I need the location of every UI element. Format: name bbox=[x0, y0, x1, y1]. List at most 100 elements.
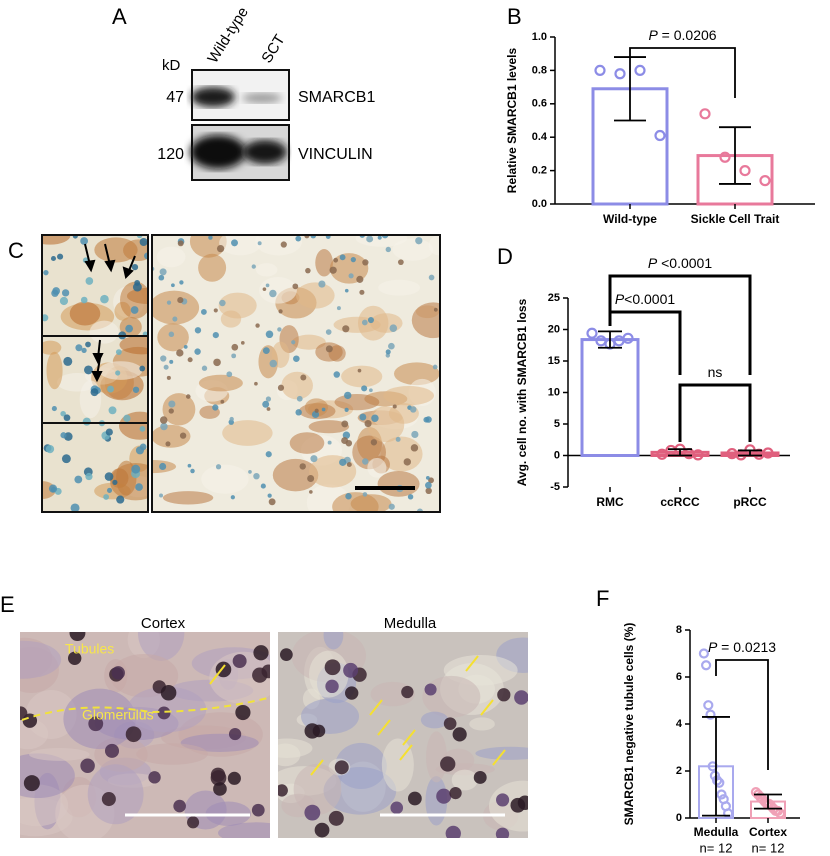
nucleus bbox=[295, 235, 302, 242]
y-tick-label: 0 bbox=[676, 812, 682, 824]
nucleus bbox=[324, 659, 341, 676]
data-point bbox=[622, 332, 634, 344]
label-part: = 0.0213 bbox=[717, 639, 776, 655]
tissue bbox=[42, 340, 62, 355]
nucleus bbox=[425, 475, 430, 480]
nucleus bbox=[367, 317, 374, 324]
nucleus bbox=[59, 296, 69, 306]
nucleus bbox=[67, 651, 82, 665]
nucleus bbox=[267, 493, 272, 498]
nucleus bbox=[235, 704, 251, 721]
nucleus bbox=[216, 244, 225, 253]
nucleus bbox=[366, 235, 374, 243]
tissue bbox=[255, 235, 303, 256]
data-point bbox=[614, 68, 626, 80]
x-tick-label: ccRCC bbox=[660, 495, 700, 509]
nucleus bbox=[213, 358, 221, 367]
nucleus bbox=[392, 404, 397, 409]
y-tick-label: 2 bbox=[676, 765, 682, 777]
nucleus bbox=[253, 472, 260, 480]
nucleus bbox=[388, 503, 395, 510]
nucleus bbox=[139, 237, 148, 247]
tissue bbox=[156, 246, 186, 268]
nucleus bbox=[51, 289, 59, 297]
nucleus bbox=[226, 371, 233, 378]
nucleus bbox=[57, 253, 64, 260]
nucleus bbox=[333, 257, 339, 263]
label-part: ns bbox=[708, 364, 723, 380]
nucleus bbox=[107, 385, 114, 393]
n-label: n= 12 bbox=[700, 840, 733, 855]
arrowhead bbox=[84, 259, 96, 273]
nucleus bbox=[395, 436, 401, 442]
tissue bbox=[198, 374, 243, 392]
arrows bbox=[209, 655, 506, 776]
nucleus bbox=[220, 399, 225, 404]
tissue bbox=[25, 690, 77, 739]
nucleus bbox=[377, 235, 382, 240]
nucleus bbox=[219, 299, 226, 307]
y-tick-label: 0.0 bbox=[532, 198, 547, 210]
nucleus bbox=[215, 464, 222, 470]
data-point bbox=[772, 805, 784, 817]
nucleus bbox=[42, 314, 49, 322]
nucleus bbox=[325, 329, 332, 335]
nucleus bbox=[425, 481, 432, 489]
tissue bbox=[392, 238, 434, 261]
nucleus bbox=[85, 341, 91, 348]
tissue bbox=[198, 253, 227, 282]
y-tick-label: 0.6 bbox=[532, 98, 547, 110]
y-tick-label: 15 bbox=[548, 355, 560, 367]
tissue bbox=[289, 432, 325, 454]
tissue bbox=[157, 323, 189, 352]
panel-label: D bbox=[497, 244, 513, 269]
nucleus bbox=[403, 458, 411, 466]
significance-bracket bbox=[608, 274, 752, 375]
boundary-line bbox=[21, 697, 269, 721]
nucleus bbox=[80, 237, 88, 245]
nucleus bbox=[265, 451, 272, 458]
tissue bbox=[383, 385, 435, 406]
annotation: Tubules bbox=[65, 641, 114, 657]
nucleus bbox=[305, 267, 311, 274]
nucleus bbox=[112, 479, 118, 485]
nucleus bbox=[277, 327, 282, 332]
tissue bbox=[119, 335, 148, 355]
nucleus bbox=[179, 280, 184, 285]
nucleus bbox=[60, 410, 66, 417]
nucleus bbox=[425, 487, 432, 495]
tissue bbox=[136, 743, 208, 765]
nucleus bbox=[362, 458, 369, 465]
tissue bbox=[334, 393, 380, 411]
nucleus bbox=[212, 404, 219, 411]
nucleus bbox=[45, 444, 55, 454]
nucleus bbox=[104, 472, 114, 481]
y-axis-label: Relative SMARCB1 levels bbox=[505, 47, 519, 193]
data-point bbox=[719, 151, 731, 163]
x-tick-label: pRCC bbox=[733, 495, 767, 509]
y-tick-label: 4 bbox=[676, 718, 683, 730]
arrow bbox=[209, 664, 226, 685]
tissue bbox=[420, 711, 449, 729]
nucleus bbox=[265, 330, 274, 339]
nucleus bbox=[166, 300, 172, 305]
nucleus bbox=[106, 487, 113, 493]
y-tick-label: 0.2 bbox=[532, 165, 547, 177]
significance-bracket bbox=[715, 659, 769, 770]
nucleus bbox=[116, 495, 125, 504]
tissue bbox=[152, 424, 191, 448]
tissue bbox=[162, 491, 214, 505]
image-title: Cortex bbox=[141, 615, 186, 632]
data-point bbox=[703, 700, 714, 711]
x-tick-label: Wild-type bbox=[603, 212, 657, 226]
nucleus bbox=[370, 439, 378, 446]
band-name: VINCULIN bbox=[298, 146, 373, 163]
frame bbox=[41, 234, 149, 513]
nucleus bbox=[345, 493, 352, 500]
nucleus bbox=[325, 345, 333, 353]
nucleus bbox=[390, 801, 404, 815]
nucleus bbox=[166, 375, 171, 380]
tissue bbox=[378, 279, 421, 296]
label-part: = 0.0206 bbox=[658, 27, 717, 43]
nucleus bbox=[103, 494, 110, 500]
